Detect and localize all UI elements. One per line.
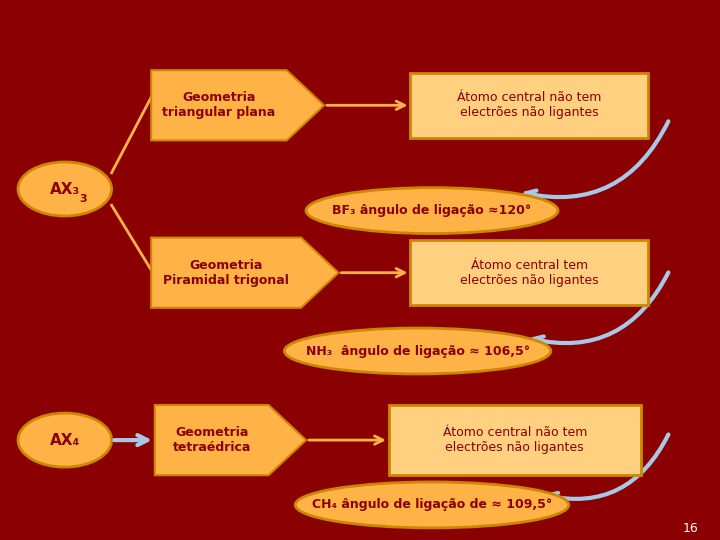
Ellipse shape <box>284 328 551 374</box>
Text: NH₃  ângulo de ligação ≈ 106,5°: NH₃ ângulo de ligação ≈ 106,5° <box>305 345 530 357</box>
Text: Átomo central tem
electrões não ligantes: Átomo central tem electrões não ligantes <box>460 259 598 287</box>
Ellipse shape <box>306 188 558 233</box>
FancyBboxPatch shape <box>410 240 648 305</box>
Text: CH₄ ângulo de ligação de ≈ 109,5°: CH₄ ângulo de ligação de ≈ 109,5° <box>312 498 552 511</box>
Ellipse shape <box>18 162 112 216</box>
Text: Átomo central não tem
electrões não ligantes: Átomo central não tem electrões não liga… <box>443 426 587 454</box>
FancyBboxPatch shape <box>410 73 648 138</box>
Polygon shape <box>151 70 324 140</box>
Polygon shape <box>151 238 338 308</box>
Text: Geometria
triangular plana: Geometria triangular plana <box>162 91 276 119</box>
Text: BF₃ ângulo de ligação ≈120°: BF₃ ângulo de ligação ≈120° <box>333 204 531 217</box>
Text: 3: 3 <box>79 194 86 204</box>
Text: Geometria
Piramidal trigonal: Geometria Piramidal trigonal <box>163 259 289 287</box>
Text: AX₄: AX₄ <box>50 433 80 448</box>
Text: Átomo central não tem
electrões não ligantes: Átomo central não tem electrões não liga… <box>457 91 601 119</box>
Text: AX₃: AX₃ <box>50 181 80 197</box>
Polygon shape <box>155 405 306 475</box>
FancyBboxPatch shape <box>389 405 641 475</box>
Ellipse shape <box>18 413 112 467</box>
Text: Geometria
tetraédrica: Geometria tetraédrica <box>173 426 251 454</box>
Ellipse shape <box>295 482 569 528</box>
Text: 16: 16 <box>683 522 698 535</box>
